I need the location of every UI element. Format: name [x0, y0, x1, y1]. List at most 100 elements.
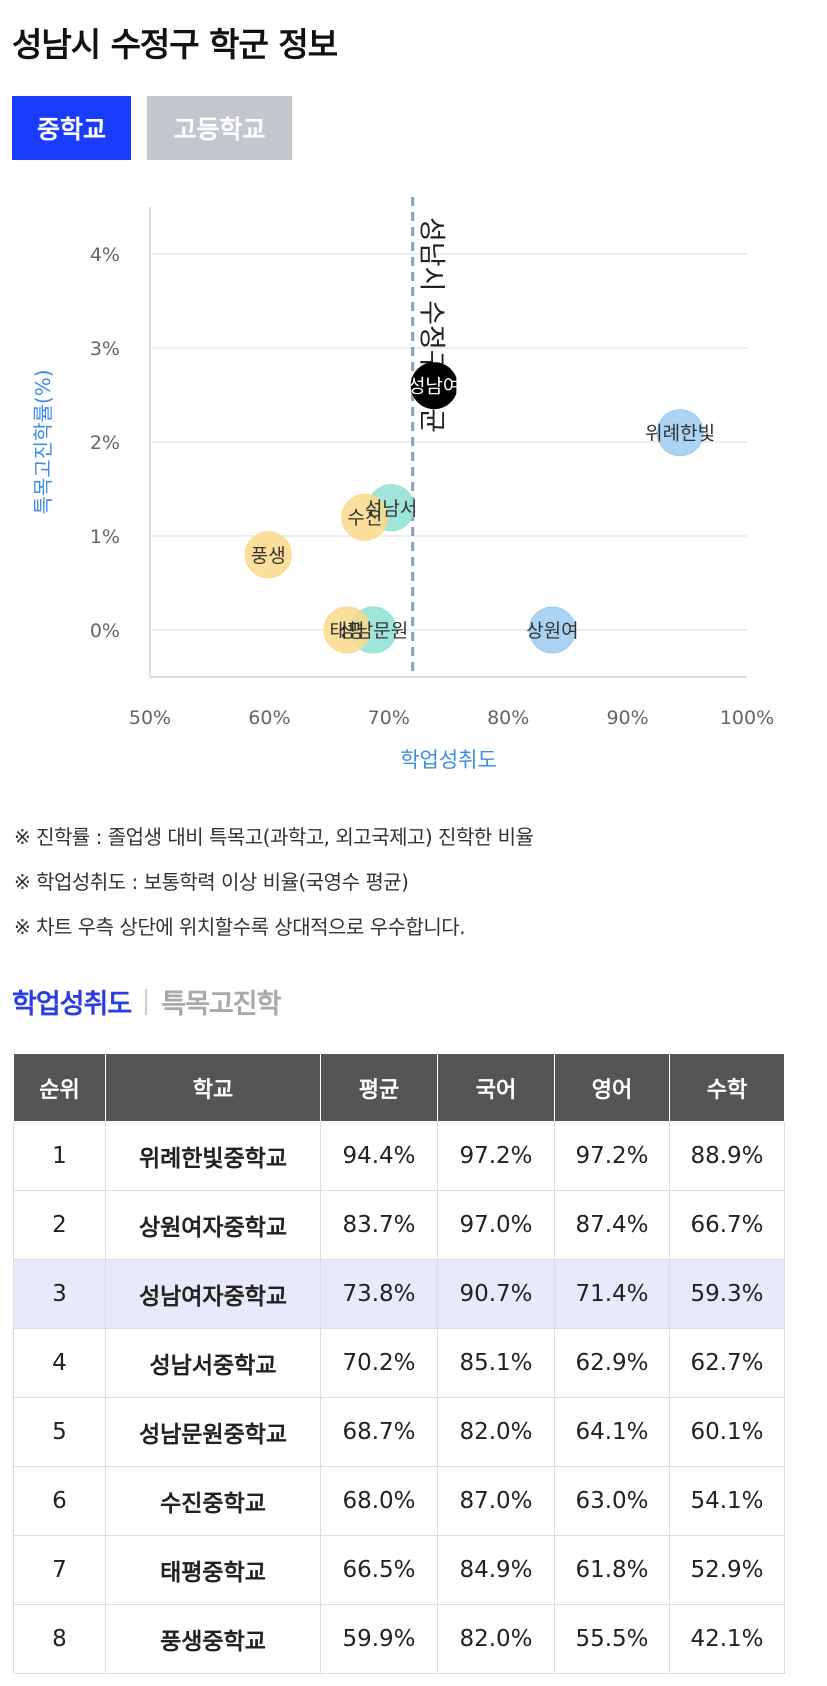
korean-cell: 82.0%: [437, 1397, 555, 1467]
header-math: 수학: [669, 1053, 785, 1122]
school-cell: 위례한빛중학교: [105, 1121, 321, 1191]
average-cell: 68.7%: [320, 1397, 438, 1467]
y-tick-label: 2%: [90, 432, 120, 454]
math-cell: 52.9%: [669, 1535, 785, 1605]
table-row: 4 성남서중학교 70.2% 85.1% 62.9% 62.7%: [13, 1328, 785, 1398]
table-row: 8 풍생중학교 59.9% 82.0% 55.5% 42.1%: [13, 1604, 785, 1674]
math-cell: 59.3%: [669, 1259, 785, 1329]
table-row: 1 위례한빛중학교 94.4% 97.2% 97.2% 88.9%: [13, 1121, 785, 1191]
y-tick-label: 1%: [90, 526, 120, 548]
point-label: 태평: [330, 620, 365, 642]
note-chart-position: ※ 차트 우측 상단에 위치할수록 상대적으로 우수합니다.: [14, 915, 466, 939]
korean-cell: 97.2%: [437, 1121, 555, 1191]
note-achievement: ※ 학업성취도 : 보통학력 이상 비율(국영수 평균): [14, 870, 409, 894]
point-label: 위례한빛: [645, 423, 715, 445]
rank-cell: 1: [13, 1121, 106, 1191]
scatter-point: [323, 606, 371, 654]
english-cell: 71.4%: [554, 1259, 670, 1329]
scatter-point: [244, 531, 292, 579]
average-cell: 83.7%: [320, 1190, 438, 1260]
table-row: 6 수진중학교 68.0% 87.0% 63.0% 54.1%: [13, 1466, 785, 1536]
rank-cell: 4: [13, 1328, 106, 1398]
korean-cell: 82.0%: [437, 1604, 555, 1674]
x-tick-label: 50%: [129, 707, 171, 729]
header-rank: 순위: [13, 1053, 106, 1122]
scatter-point: [528, 606, 576, 654]
subtab-divider: [145, 988, 148, 1015]
math-cell: 42.1%: [669, 1604, 785, 1674]
x-tick-label: 90%: [606, 707, 648, 729]
english-cell: 64.1%: [554, 1397, 670, 1467]
school-cell: 풍생중학교: [105, 1604, 321, 1674]
y-tick-label: 3%: [90, 338, 120, 360]
table-row: 7 태평중학교 66.5% 84.9% 61.8% 52.9%: [13, 1535, 785, 1605]
rank-cell: 8: [13, 1604, 106, 1674]
average-cell: 66.5%: [320, 1535, 438, 1605]
english-cell: 87.4%: [554, 1190, 670, 1260]
point-label: 성남서: [365, 498, 417, 520]
average-cell: 73.8%: [320, 1259, 438, 1329]
korean-cell: 85.1%: [437, 1328, 555, 1398]
korean-cell: 87.0%: [437, 1466, 555, 1536]
x-tick-label: 60%: [248, 707, 290, 729]
note-advancement-rate: ※ 진학률 : 졸업생 대비 특목고(과학고, 외고국제고) 진학한 비율: [14, 825, 534, 849]
korean-cell: 97.0%: [437, 1190, 555, 1260]
header-korean: 국어: [437, 1053, 555, 1122]
ranking-subtabs: 학업성취도 특목고진학: [12, 982, 281, 1021]
average-cell: 70.2%: [320, 1328, 438, 1398]
school-cell: 태평중학교: [105, 1535, 321, 1605]
rank-cell: 6: [13, 1466, 106, 1536]
table-row: 3 성남여자중학교 73.8% 90.7% 71.4% 59.3%: [13, 1259, 785, 1329]
math-cell: 54.1%: [669, 1466, 785, 1536]
korean-cell: 90.7%: [437, 1259, 555, 1329]
school-cell: 성남문원중학교: [105, 1397, 321, 1467]
y-tick-label: 4%: [90, 244, 120, 266]
point-label: 성남문원: [338, 620, 408, 642]
table-row: 5 성남문원중학교 68.7% 82.0% 64.1% 60.1%: [13, 1397, 785, 1467]
rank-cell: 5: [13, 1397, 106, 1467]
average-cell: 59.9%: [320, 1604, 438, 1674]
x-tick-label: 70%: [368, 707, 410, 729]
average-cell: 94.4%: [320, 1121, 438, 1191]
table-body: 1 위례한빛중학교 94.4% 97.2% 97.2% 88.9% 2 상원여자중학교 83.7…: [13, 1121, 785, 1674]
x-tick-label: 100%: [720, 707, 774, 729]
english-cell: 63.0%: [554, 1466, 670, 1536]
x-tick-label: 80%: [487, 707, 529, 729]
x-axis-title: 학업성취도: [400, 748, 497, 772]
school-cell: 성남여자중학교: [105, 1259, 321, 1329]
math-cell: 66.7%: [669, 1190, 785, 1260]
school-cell: 성남서중학교: [105, 1328, 321, 1398]
subtab-special-high[interactable]: 특목고진학: [161, 989, 281, 1020]
header-school: 학교: [105, 1053, 321, 1122]
point-label: 수진: [347, 507, 382, 529]
chart-notes: ※ 진학률 : 졸업생 대비 특목고(과학고, 외고국제고) 진학한 비율 ※ …: [14, 815, 534, 950]
point-label: 풍생: [251, 545, 286, 567]
y-tick-label: 0%: [90, 620, 120, 642]
point-label: 성남여: [408, 376, 460, 398]
school-cell: 수진중학교: [105, 1466, 321, 1536]
scatter-chart: 0% 1% 2% 3% 4% 50% 60% 70% 80% 90% 100% 학업성취도 특목고진학률…: [31, 197, 774, 772]
english-cell: 55.5%: [554, 1604, 670, 1674]
scatter-point: [410, 362, 458, 410]
header-average: 평균: [320, 1053, 438, 1122]
rank-cell: 7: [13, 1535, 106, 1605]
tab-middle-school[interactable]: 중학교: [12, 96, 131, 160]
point-label: 상원여: [526, 620, 578, 642]
korean-cell: 84.9%: [437, 1535, 555, 1605]
tab-high-school[interactable]: 고등학교: [147, 96, 292, 160]
math-cell: 60.1%: [669, 1397, 785, 1467]
average-cell: 68.0%: [320, 1466, 438, 1536]
header-english: 영어: [554, 1053, 670, 1122]
ranking-table: 순위 학교 평균 국어 영어 수학 1 위례한빛중학교 94.4% 97.2% 97.2…: [13, 1053, 785, 1674]
table-header-row: 순위 학교 평균 국어 영어 수학: [13, 1053, 785, 1122]
math-cell: 62.7%: [669, 1328, 785, 1398]
english-cell: 97.2%: [554, 1121, 670, 1191]
english-cell: 61.8%: [554, 1535, 670, 1605]
scatter-point: [341, 493, 389, 541]
rank-cell: 3: [13, 1259, 106, 1329]
english-cell: 62.9%: [554, 1328, 670, 1398]
rank-cell: 2: [13, 1190, 106, 1260]
subtab-achievement[interactable]: 학업성취도: [12, 989, 132, 1020]
scatter-point: [656, 409, 704, 457]
school-level-tabs: 중학교 고등학교: [12, 96, 292, 160]
